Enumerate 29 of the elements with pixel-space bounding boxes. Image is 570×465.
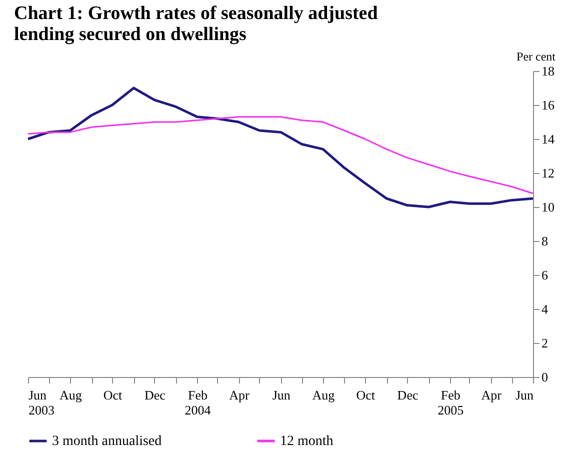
y-tick-label: 6: [542, 268, 548, 282]
y-tick-label: 2: [542, 336, 548, 350]
line-series: [27, 116, 534, 194]
legend-label: 12 month: [280, 434, 334, 449]
x-tick-label: Jun: [272, 388, 291, 402]
y-tick-label: 16: [542, 98, 555, 112]
x-tick-label: Dec: [144, 388, 166, 402]
x-tick-label: Oct: [103, 388, 123, 402]
y-tick-label: 0: [542, 370, 548, 384]
y-tick-label: 8: [542, 234, 548, 248]
y-tick-label: 12: [542, 166, 554, 180]
chart-title: Chart 1: Growth rates of seasonally adjusted lending secured on dwellings: [14, 3, 378, 45]
x-tick-label: Oct: [356, 388, 376, 402]
x-tick-label: Apr: [481, 388, 502, 402]
line-series: [26, 86, 534, 208]
x-tick-label: Jun: [515, 388, 534, 402]
y-tick-label: 4: [542, 302, 548, 316]
x-tick-label: Aug: [312, 388, 336, 402]
x-tick-label: Dec: [397, 388, 418, 402]
x-tick-label: Aug: [59, 388, 82, 402]
y-tick-label: 10: [542, 200, 554, 214]
y-tick-label: 14: [542, 132, 555, 146]
x-tick-label: Jun 2003: [28, 388, 54, 418]
x-tick-label: Feb 2005: [438, 388, 464, 418]
y-tick-label: 18: [542, 64, 554, 78]
y-axis-title: Per cent: [516, 50, 556, 64]
legend-label: 3 month annualised: [52, 434, 162, 449]
x-tick-label: Feb 2004: [184, 388, 212, 418]
x-tick-label: Apr: [229, 388, 250, 402]
